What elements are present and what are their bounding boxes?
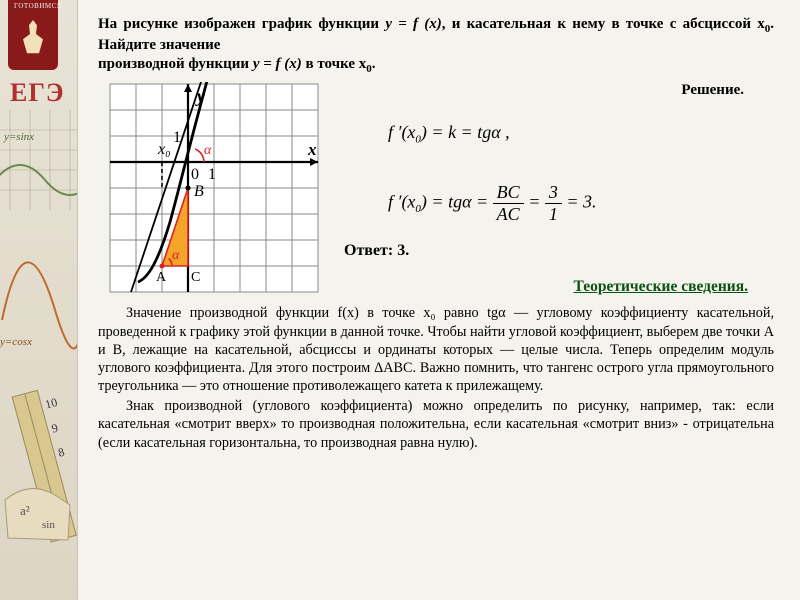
svg-text:9: 9	[50, 421, 59, 436]
formula-2: f ′(x0) = tgα = BCAC = 31 = 3.	[388, 182, 597, 225]
badge-icon: ГОТОВИМСЯ	[8, 0, 58, 70]
svg-text:10: 10	[44, 395, 59, 412]
theory-link[interactable]: Теоретические сведения.	[574, 278, 749, 296]
badge-label: ГОТОВИМСЯ	[14, 2, 62, 10]
theory-p2: Знак производной (углового коэффициента)…	[98, 397, 774, 452]
theory-body: Значение производной функции f(x) в точк…	[98, 304, 774, 451]
svg-text:C: C	[191, 270, 200, 285]
svg-text:sin: sin	[42, 519, 55, 531]
svg-text:x₀: x₀	[157, 141, 171, 158]
exam-label: ЕГЭ	[10, 78, 65, 108]
svg-text:0: 0	[191, 166, 199, 183]
problem-text: На рисунке изображен график функции	[98, 16, 385, 32]
theory-p1: Значение производной функции f(x) в точк…	[98, 304, 774, 395]
svg-text:α: α	[172, 248, 180, 263]
svg-text:y=sinx: y=sinx	[3, 131, 34, 143]
person-icon	[23, 20, 43, 55]
solution-label: Решение.	[681, 82, 744, 99]
formula-1: f ′(x0) = k = tgα ,	[388, 122, 510, 146]
left-sidebar: ГОТОВИМСЯ ЕГЭ y=sinx y=cosx 10 9 8 a² si…	[0, 0, 78, 600]
problem-statement: На рисунке изображен график функции y = …	[98, 15, 774, 76]
svg-text:y=cosx: y=cosx	[0, 336, 32, 348]
svg-text:α: α	[204, 143, 212, 158]
svg-text:a²: a²	[20, 503, 30, 518]
svg-text:1: 1	[208, 166, 216, 183]
svg-text:8: 8	[56, 445, 65, 460]
sidebar-decoration: y=sinx y=cosx 10 9 8 a² sin	[0, 110, 78, 590]
svg-text:A: A	[156, 270, 167, 285]
func-expr: y = f (x)	[385, 16, 441, 32]
main-content: На рисунке изображен график функции y = …	[80, 5, 792, 595]
svg-text:x: x	[307, 140, 317, 159]
function-graph: y x 0 1 1 x₀ α α A C B	[98, 82, 330, 294]
svg-text:B: B	[194, 183, 204, 200]
answer-label: Ответ: 3.	[344, 242, 409, 260]
